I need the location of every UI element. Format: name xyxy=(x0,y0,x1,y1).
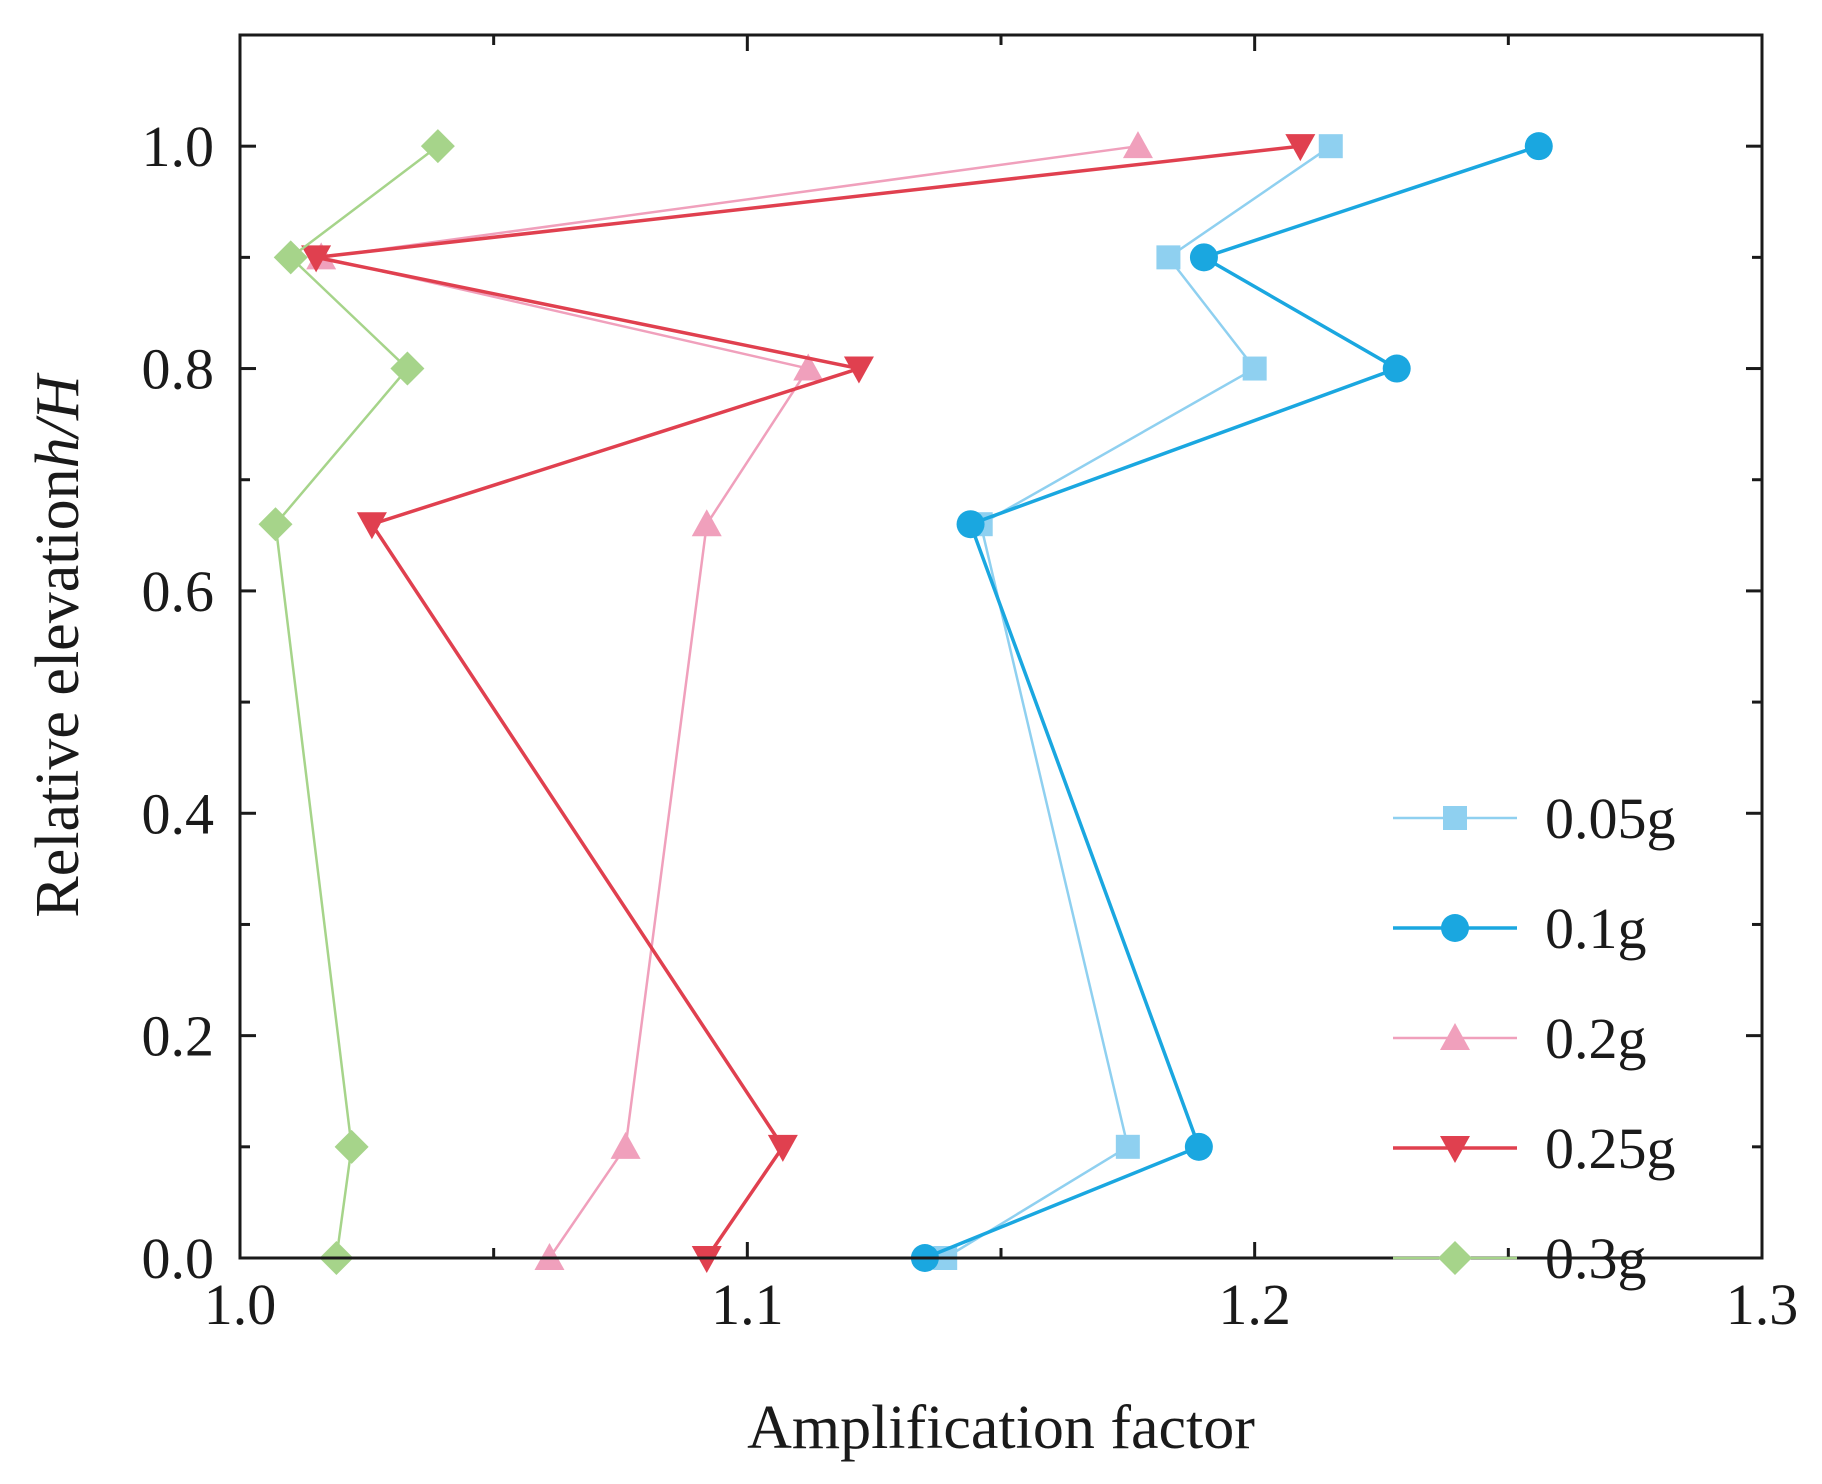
x-tick-label: 1.1 xyxy=(711,1272,784,1337)
data-point-0.05g xyxy=(1156,245,1181,270)
data-point-0.2g xyxy=(610,1131,641,1159)
y-tick-label: 1.0 xyxy=(142,114,215,179)
legend-label: 0.2g xyxy=(1545,1006,1647,1071)
legend-item-0.1g: 0.1g xyxy=(1393,896,1647,961)
data-point-0.25g xyxy=(843,356,874,384)
data-point-0.05g xyxy=(1318,134,1343,159)
data-point-0.3g xyxy=(273,240,308,275)
y-tick-label: 0.2 xyxy=(142,1004,215,1069)
legend-item-0.25g: 0.25g xyxy=(1393,1116,1676,1181)
legend-label: 0.25g xyxy=(1545,1116,1676,1181)
data-point-0.1g xyxy=(1184,1132,1213,1161)
legend-label: 0.1g xyxy=(1545,896,1647,961)
legend-marker xyxy=(1438,1241,1472,1275)
series-0.1g xyxy=(910,132,1553,1272)
legend-label: 0.05g xyxy=(1545,786,1676,851)
tick-marks xyxy=(238,35,1764,1260)
y-axis-title: Relative elevationh/H xyxy=(24,372,92,918)
data-point-0.3g xyxy=(390,351,425,386)
data-point-0.25g xyxy=(356,512,387,540)
legend-label: 0.3g xyxy=(1545,1226,1647,1291)
data-point-0.05g xyxy=(1115,1134,1140,1159)
data-point-0.25g xyxy=(301,245,332,273)
legend-marker xyxy=(1440,1023,1470,1050)
x-tick-label: 1.3 xyxy=(1726,1272,1799,1337)
legend-item-0.05g: 0.05g xyxy=(1393,786,1676,851)
data-point-0.3g xyxy=(258,507,293,542)
series-line-0.25g xyxy=(314,144,1301,1259)
data-point-0.25g xyxy=(1285,134,1316,162)
series-layer xyxy=(258,129,1553,1275)
y-tick-label: 0.6 xyxy=(142,559,215,624)
data-point-0.2g xyxy=(1122,131,1153,159)
y-tick-labels: 0.0 0.2 0.4 0.6 0.8 1.0 xyxy=(142,114,215,1291)
series-0.2g xyxy=(306,131,1153,1270)
y-tick-label: 0.0 xyxy=(142,1226,215,1291)
series-line-0.2g xyxy=(319,144,1139,1259)
series-0.05g xyxy=(933,134,1343,1270)
legend-marker xyxy=(1440,1136,1470,1163)
x-axis-title: Amplification factor xyxy=(747,1394,1255,1462)
data-point-0.1g xyxy=(1189,243,1218,272)
y-axis-title-italic: h/H xyxy=(24,372,92,468)
plot-frame xyxy=(238,33,1764,1260)
data-point-0.2g xyxy=(793,353,824,381)
x-tick-label: 1.0 xyxy=(204,1272,277,1337)
data-point-0.3g xyxy=(334,1129,369,1164)
legend-marker xyxy=(1441,914,1469,942)
data-point-0.1g xyxy=(956,510,985,539)
y-tick-label: 0.8 xyxy=(142,337,215,402)
data-point-0.05g xyxy=(1242,356,1267,381)
y-axis-title-main: Relative elevation xyxy=(24,468,92,917)
data-point-0.1g xyxy=(1524,132,1553,161)
data-point-0.25g xyxy=(767,1134,798,1162)
legend: 0.05g 0.1g 0.2g 0.25g 0.3g xyxy=(1393,786,1676,1291)
x-tick-label: 1.2 xyxy=(1218,1272,1291,1337)
x-tick-labels: 1.0 1.1 1.2 1.3 xyxy=(204,1272,1799,1337)
legend-marker xyxy=(1443,806,1467,830)
series-line-0.1g xyxy=(924,144,1540,1260)
series-line-0.05g xyxy=(944,145,1332,1260)
data-point-0.1g xyxy=(1382,354,1411,383)
series-0.3g xyxy=(258,129,455,1275)
legend-item-0.2g: 0.2g xyxy=(1393,1006,1647,1071)
data-point-0.3g xyxy=(420,129,455,164)
y-tick-label: 0.4 xyxy=(142,781,215,846)
legend-item-0.3g: 0.3g xyxy=(1393,1226,1647,1291)
series-line-0.3g xyxy=(274,145,439,1259)
series-0.25g xyxy=(301,134,1316,1273)
data-point-0.2g xyxy=(691,509,722,537)
